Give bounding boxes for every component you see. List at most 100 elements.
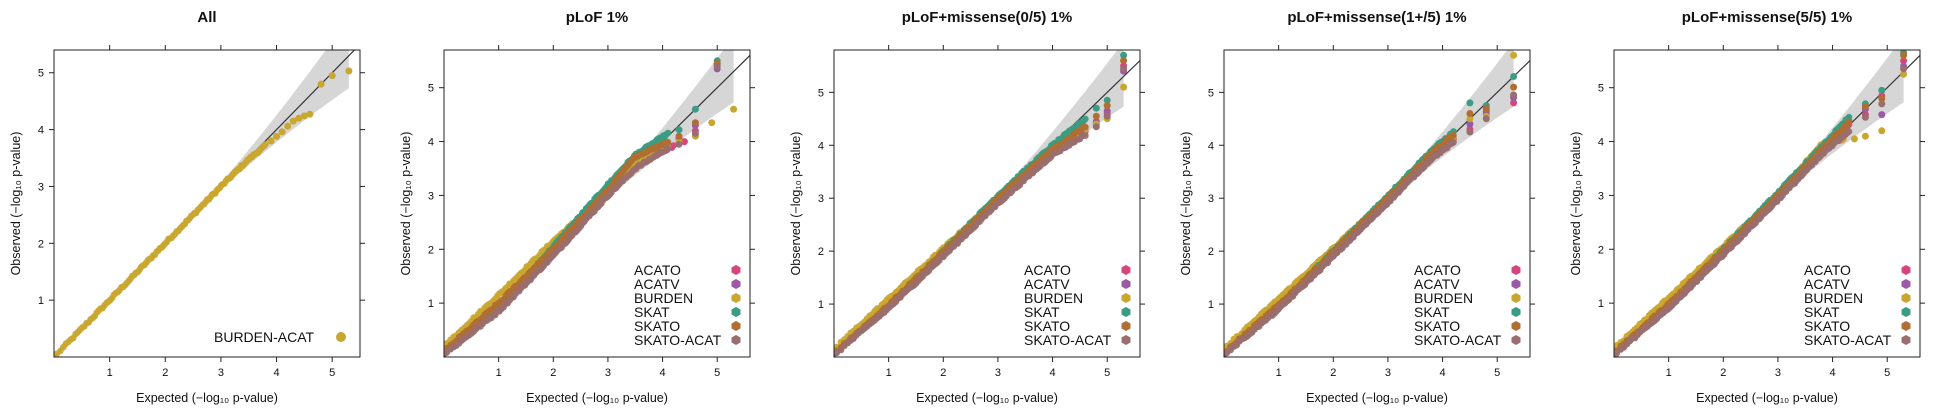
legend-label: SKAT [1804,304,1840,320]
data-point [730,105,738,113]
legend-label: SKAT [1024,304,1060,320]
y-axis-label: Observed (−log₁₀ p-value) [9,132,23,276]
x-tick-label: 1 [107,367,113,379]
plot-frame [53,49,361,358]
y-tick-label: 4 [1598,137,1604,149]
data-point [675,140,683,148]
data-point [1103,107,1111,115]
legend-marker [1121,321,1131,331]
data-point [691,105,699,113]
data-point [273,132,280,140]
data-point [1103,112,1111,120]
legend-marker [1901,265,1911,275]
legend-marker [1901,321,1911,331]
legend-label: SKATO [634,318,680,334]
y-tick-label: 1 [1598,298,1604,310]
y-axis-label: Observed (−log₁₀ p-value) [1569,132,1583,276]
legend-label: ACATO [1804,262,1851,278]
x-tick-label: 3 [1385,367,1391,379]
data-point [1092,112,1100,120]
legend-label: SKAT [634,304,670,320]
chart-title: All [197,9,216,26]
legend-marker [1121,293,1131,303]
legend-label: ACATV [634,276,680,292]
data-point [1510,83,1518,91]
data-point [1482,104,1490,112]
y-tick-label: 2 [38,238,44,250]
data-point [691,130,699,137]
data-point [1450,132,1457,139]
data-point [1450,139,1457,146]
y-tick-label: 4 [818,140,824,152]
legend-label: SKATO-ACAT [1024,332,1112,348]
legend-label: ACATO [1024,262,1071,278]
x-tick-label: 5 [329,367,335,379]
x-tick-label: 1 [886,367,892,379]
x-tick-label: 4 [660,367,666,379]
legend-marker [1511,265,1521,275]
legend-label: SKATO-ACAT [1804,332,1892,348]
series-skato-acat [1224,91,1518,357]
legend-marker [1121,279,1131,289]
x-tick-label: 3 [605,367,611,379]
x-tick-label: 2 [550,367,556,379]
data-point [1092,123,1100,131]
legend-marker [731,321,741,331]
data-point [1510,91,1518,99]
plot-area [54,50,356,357]
y-axis-label: Observed (−log₁₀ p-value) [789,132,803,276]
data-point [1900,70,1908,78]
data-point [317,80,325,88]
data-point [1900,57,1908,65]
legend-marker [1511,335,1521,345]
chart-panel-1: All 1 2 3 4 5 1 2 3 4 5 Expected (−log₁₀ p-value) Ob… [9,9,365,405]
legend-label: ACATV [1804,276,1850,292]
data-point [300,112,308,120]
data-point [1878,86,1886,94]
y-tick-label: 3 [38,181,44,193]
x-tick-label: 1 [1666,367,1672,379]
legend-marker [336,332,346,342]
chart-title: pLoF+missense(5/5) 1% [1682,9,1852,26]
plot-frame [1223,49,1531,358]
data-point [1861,113,1869,121]
data-point [1845,113,1853,121]
y-tick-label: 2 [1598,244,1604,256]
series-skato-acat [834,65,1128,357]
legend-label: BURDEN [634,290,693,306]
plot-frame [443,49,751,358]
y-tick-label: 1 [38,295,44,307]
data-point [1103,96,1111,104]
legend: BURDEN-ACAT [214,329,346,345]
x-tick-label: 2 [1720,367,1726,379]
chart-panel-4: pLoF+missense(1+/5) 1% 1 2 3 4 5 1 2 3 4 5 Expected… [1179,9,1535,405]
data-point [1482,115,1490,123]
data-point [295,114,303,122]
legend-label: ACATO [1414,262,1461,278]
data-point [1466,120,1474,128]
legend-label: SKATO [1414,318,1460,334]
chart-title: pLoF 1% [566,9,629,26]
data-point [1900,65,1908,73]
data-point [1120,51,1128,59]
y-tick-label: 5 [428,83,434,95]
data-point [691,119,699,127]
x-tick-label: 5 [714,367,720,379]
legend-marker [1511,293,1521,303]
data-point [267,137,275,145]
y-tick-label: 5 [818,87,824,99]
plot-frame [833,49,1141,358]
legend-marker [1121,265,1131,275]
data-point [1878,111,1886,119]
x-axis-label: Expected (−log₁₀ p-value) [136,391,278,405]
data-point [713,62,721,70]
series-skato-acat [444,62,721,356]
data-point [708,119,716,127]
data-point [1466,99,1474,107]
y-tick-label: 2 [428,244,434,256]
x-tick-label: 3 [995,367,1001,379]
legend-marker [731,265,741,275]
x-tick-label: 4 [1050,367,1056,379]
y-tick-label: 5 [38,68,44,80]
